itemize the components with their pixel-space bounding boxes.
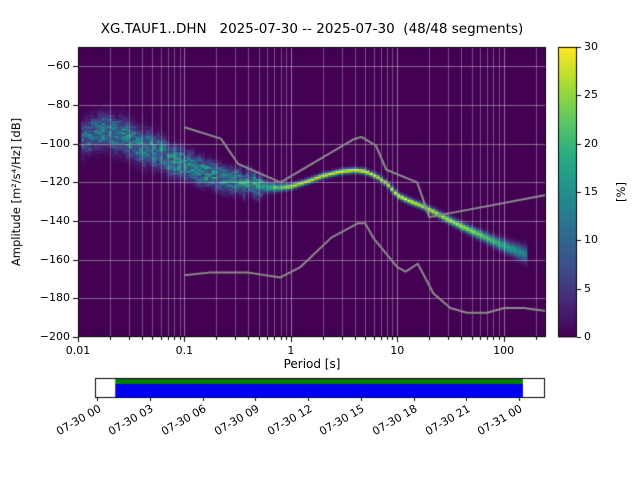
y-axis-label: Amplitude [m²/s⁴/Hz] [dB] xyxy=(9,117,23,267)
colorbar-label: [%] xyxy=(614,182,628,202)
plot-title: XG.TAUF1..DHN 2025-07-30 -- 2025-07-30 (… xyxy=(100,21,524,37)
x-axis-label: Period [s] xyxy=(283,357,341,371)
